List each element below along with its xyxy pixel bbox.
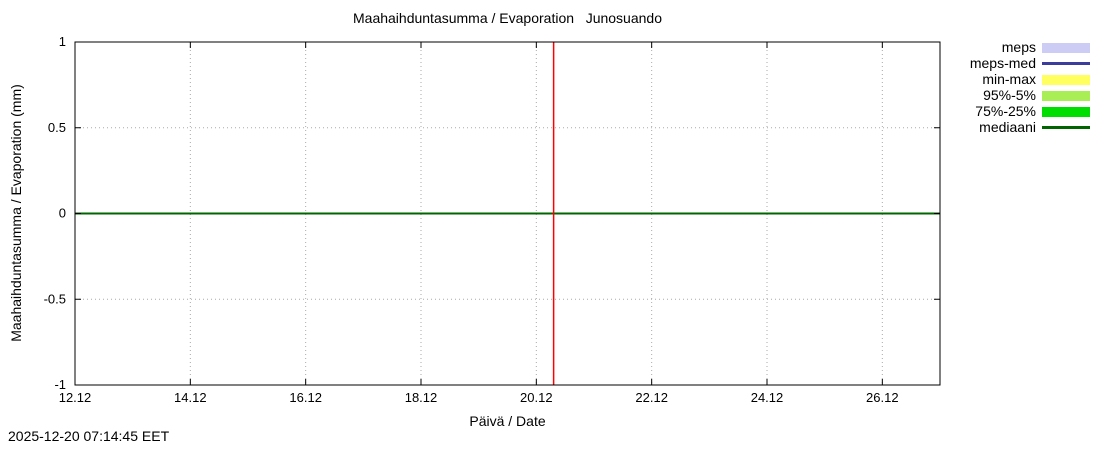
x-axis-label: Päivä / Date: [469, 413, 546, 429]
legend-swatch: [1042, 90, 1090, 101]
legend-item: meps-med: [970, 56, 1090, 71]
legend-label: meps: [1001, 39, 1036, 55]
legend-swatch: [1042, 42, 1090, 53]
legend-label: meps-med: [969, 55, 1036, 71]
x-tick-label: 24.12: [751, 390, 784, 405]
x-tick-label: 18.12: [405, 390, 438, 405]
legend-label: 95%-5%: [983, 87, 1036, 103]
legend: meps meps-med min-max 95%-5% 75%-25% mediaani: [970, 40, 1090, 135]
x-tick-label: 22.12: [635, 390, 668, 405]
legend-item: meps: [970, 40, 1090, 55]
legend-item: min-max: [970, 72, 1090, 87]
legend-item: mediaani: [970, 120, 1090, 135]
y-tick-label: -0.5: [44, 291, 66, 306]
y-tick-label: 0.5: [48, 120, 66, 135]
legend-swatch: [1042, 62, 1090, 65]
y-tick-label: 0: [59, 206, 66, 221]
y-tick-label: -1: [54, 377, 66, 392]
legend-swatch: [1042, 74, 1090, 85]
x-tick-label: 16.12: [289, 390, 322, 405]
legend-label: mediaani: [979, 119, 1036, 135]
legend-label: min-max: [982, 71, 1036, 87]
x-tick-label: 20.12: [520, 390, 553, 405]
legend-item: 75%-25%: [970, 104, 1090, 119]
x-tick-label: 26.12: [866, 390, 899, 405]
x-tick-label: 14.12: [174, 390, 207, 405]
y-tick-label: 1: [59, 34, 66, 49]
x-tick-label: 12.12: [59, 390, 92, 405]
legend-item: 95%-5%: [970, 88, 1090, 103]
legend-swatch: [1042, 126, 1090, 129]
chart-timestamp: 2025-12-20 07:14:45 EET: [8, 428, 170, 444]
legend-swatch: [1042, 106, 1090, 117]
legend-label: 75%-25%: [975, 103, 1036, 119]
chart-title: Maahaihduntasumma / Evaporation Junosuan…: [353, 10, 662, 26]
